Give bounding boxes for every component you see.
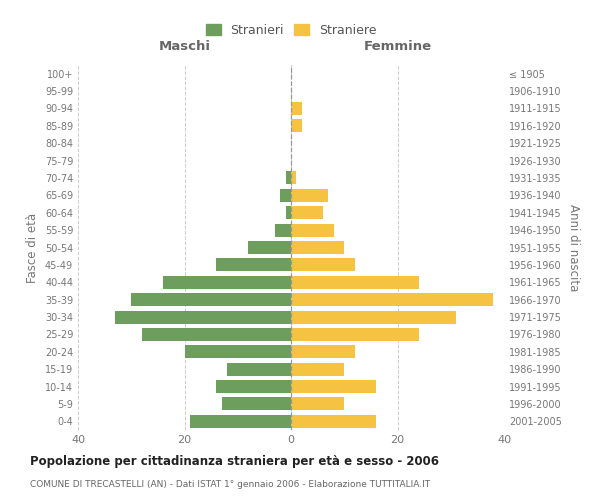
Bar [291, 328, 419, 341]
Bar [291, 346, 355, 358]
Bar [275, 224, 291, 236]
Bar [185, 346, 291, 358]
Bar [291, 310, 456, 324]
Bar [291, 293, 493, 306]
Bar [291, 102, 302, 115]
Bar [291, 276, 419, 289]
Bar [291, 189, 328, 202]
Y-axis label: Fasce di età: Fasce di età [26, 212, 39, 282]
Text: COMUNE DI TRECASTELLI (AN) - Dati ISTAT 1° gennaio 2006 - Elaborazione TUTTITALI: COMUNE DI TRECASTELLI (AN) - Dati ISTAT … [30, 480, 430, 489]
Bar [222, 398, 291, 410]
Bar [286, 206, 291, 220]
Bar [142, 328, 291, 341]
Bar [291, 172, 296, 184]
Bar [291, 206, 323, 220]
Bar [190, 415, 291, 428]
Text: Maschi: Maschi [158, 40, 211, 53]
Bar [217, 258, 291, 272]
Bar [115, 310, 291, 324]
Bar [131, 293, 291, 306]
Bar [291, 258, 355, 272]
Bar [280, 189, 291, 202]
Text: Popolazione per cittadinanza straniera per età e sesso - 2006: Popolazione per cittadinanza straniera p… [30, 455, 439, 468]
Bar [217, 380, 291, 393]
Bar [291, 415, 376, 428]
Text: Femmine: Femmine [364, 40, 431, 53]
Bar [286, 172, 291, 184]
Bar [291, 398, 344, 410]
Bar [291, 224, 334, 236]
Bar [291, 120, 302, 132]
Bar [163, 276, 291, 289]
Legend: Stranieri, Straniere: Stranieri, Straniere [202, 20, 380, 40]
Y-axis label: Anni di nascita: Anni di nascita [567, 204, 580, 291]
Bar [291, 241, 344, 254]
Bar [291, 362, 344, 376]
Bar [291, 380, 376, 393]
Bar [248, 241, 291, 254]
Bar [227, 362, 291, 376]
